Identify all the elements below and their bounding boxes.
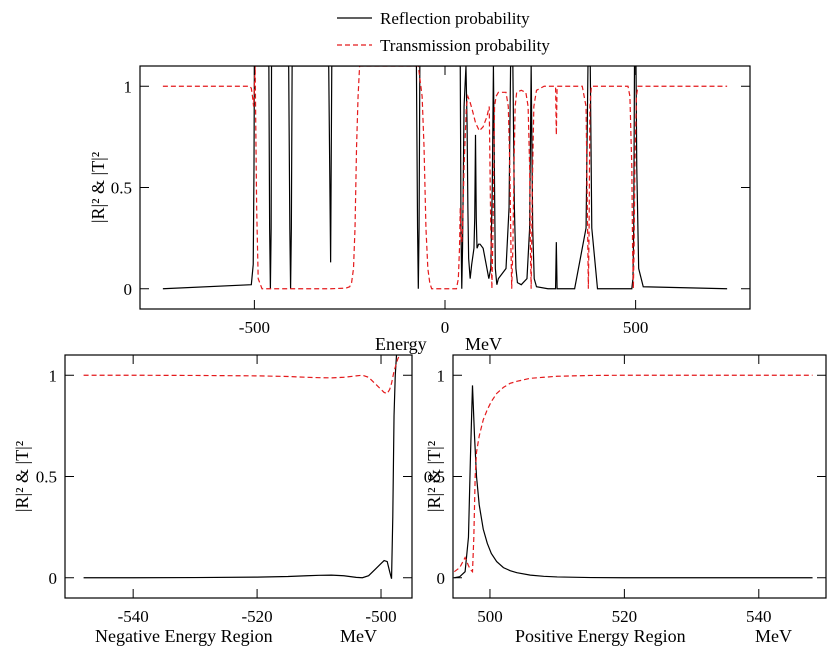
plot-frame bbox=[64, 354, 413, 599]
x-tick-label: 500 bbox=[477, 607, 503, 626]
y-tick-label: 0.5 bbox=[36, 468, 57, 487]
x-tick-label: 500 bbox=[623, 318, 649, 337]
top-panel: -500 0 500 0 0.5 1 Energy MeV |R|² & |T|² bbox=[88, 65, 751, 354]
x-tick-label: -520 bbox=[242, 607, 273, 626]
transmission-line bbox=[162, 66, 728, 290]
series-group bbox=[162, 66, 728, 290]
x-axis-unit: MeV bbox=[465, 334, 502, 354]
y-tick-label: 1 bbox=[437, 366, 446, 385]
y-tick-label: 0.5 bbox=[424, 468, 445, 487]
y-tick-label: 1 bbox=[124, 77, 133, 96]
positive-energy-panel: 500 520 540 0 0.5 1 Positive Energy Region MeV |… bbox=[424, 354, 827, 646]
y-tick-label: 1 bbox=[49, 366, 58, 385]
x-axis-label: Positive Energy Region bbox=[515, 626, 686, 646]
x-axis-unit: MeV bbox=[755, 626, 792, 646]
legend-transmission-label: Transmission probability bbox=[380, 36, 550, 55]
y-tick-label: 0.5 bbox=[111, 179, 132, 198]
legend-reflection-label: Reflection probability bbox=[380, 9, 530, 28]
x-tick-label: 0 bbox=[441, 318, 450, 337]
plot-frame bbox=[452, 354, 827, 599]
x-axis-label: Energy bbox=[375, 334, 427, 354]
reflection-line bbox=[454, 385, 813, 579]
y-tick-label: 0 bbox=[437, 569, 446, 588]
y-tick-label: 0 bbox=[124, 280, 133, 299]
plot-frame bbox=[139, 65, 751, 310]
y-axis-label: |R|² & |T|² bbox=[424, 441, 444, 512]
y-axis-label: |R|² & |T|² bbox=[12, 441, 32, 512]
x-tick-label: -540 bbox=[118, 607, 149, 626]
x-tick-label: 540 bbox=[746, 607, 772, 626]
x-axis-label: Negative Energy Region bbox=[95, 626, 273, 646]
reflection-line bbox=[83, 355, 398, 579]
series-group bbox=[83, 355, 401, 579]
reflection-line bbox=[162, 66, 728, 290]
x-tick-label: 520 bbox=[612, 607, 638, 626]
transmission-line bbox=[83, 355, 401, 395]
transmission-line bbox=[453, 374, 813, 574]
legend: Reflection probability Transmission prob… bbox=[337, 9, 550, 55]
negative-energy-panel: -540 -520 -500 0 0.5 1 Negative Energy Region M… bbox=[12, 354, 413, 646]
series-group bbox=[453, 374, 813, 579]
y-tick-label: 0 bbox=[49, 569, 58, 588]
x-axis-unit: MeV bbox=[340, 626, 377, 646]
x-tick-label: -500 bbox=[365, 607, 396, 626]
x-tick-label: -500 bbox=[239, 318, 270, 337]
y-axis-label: |R|² & |T|² bbox=[88, 152, 108, 223]
